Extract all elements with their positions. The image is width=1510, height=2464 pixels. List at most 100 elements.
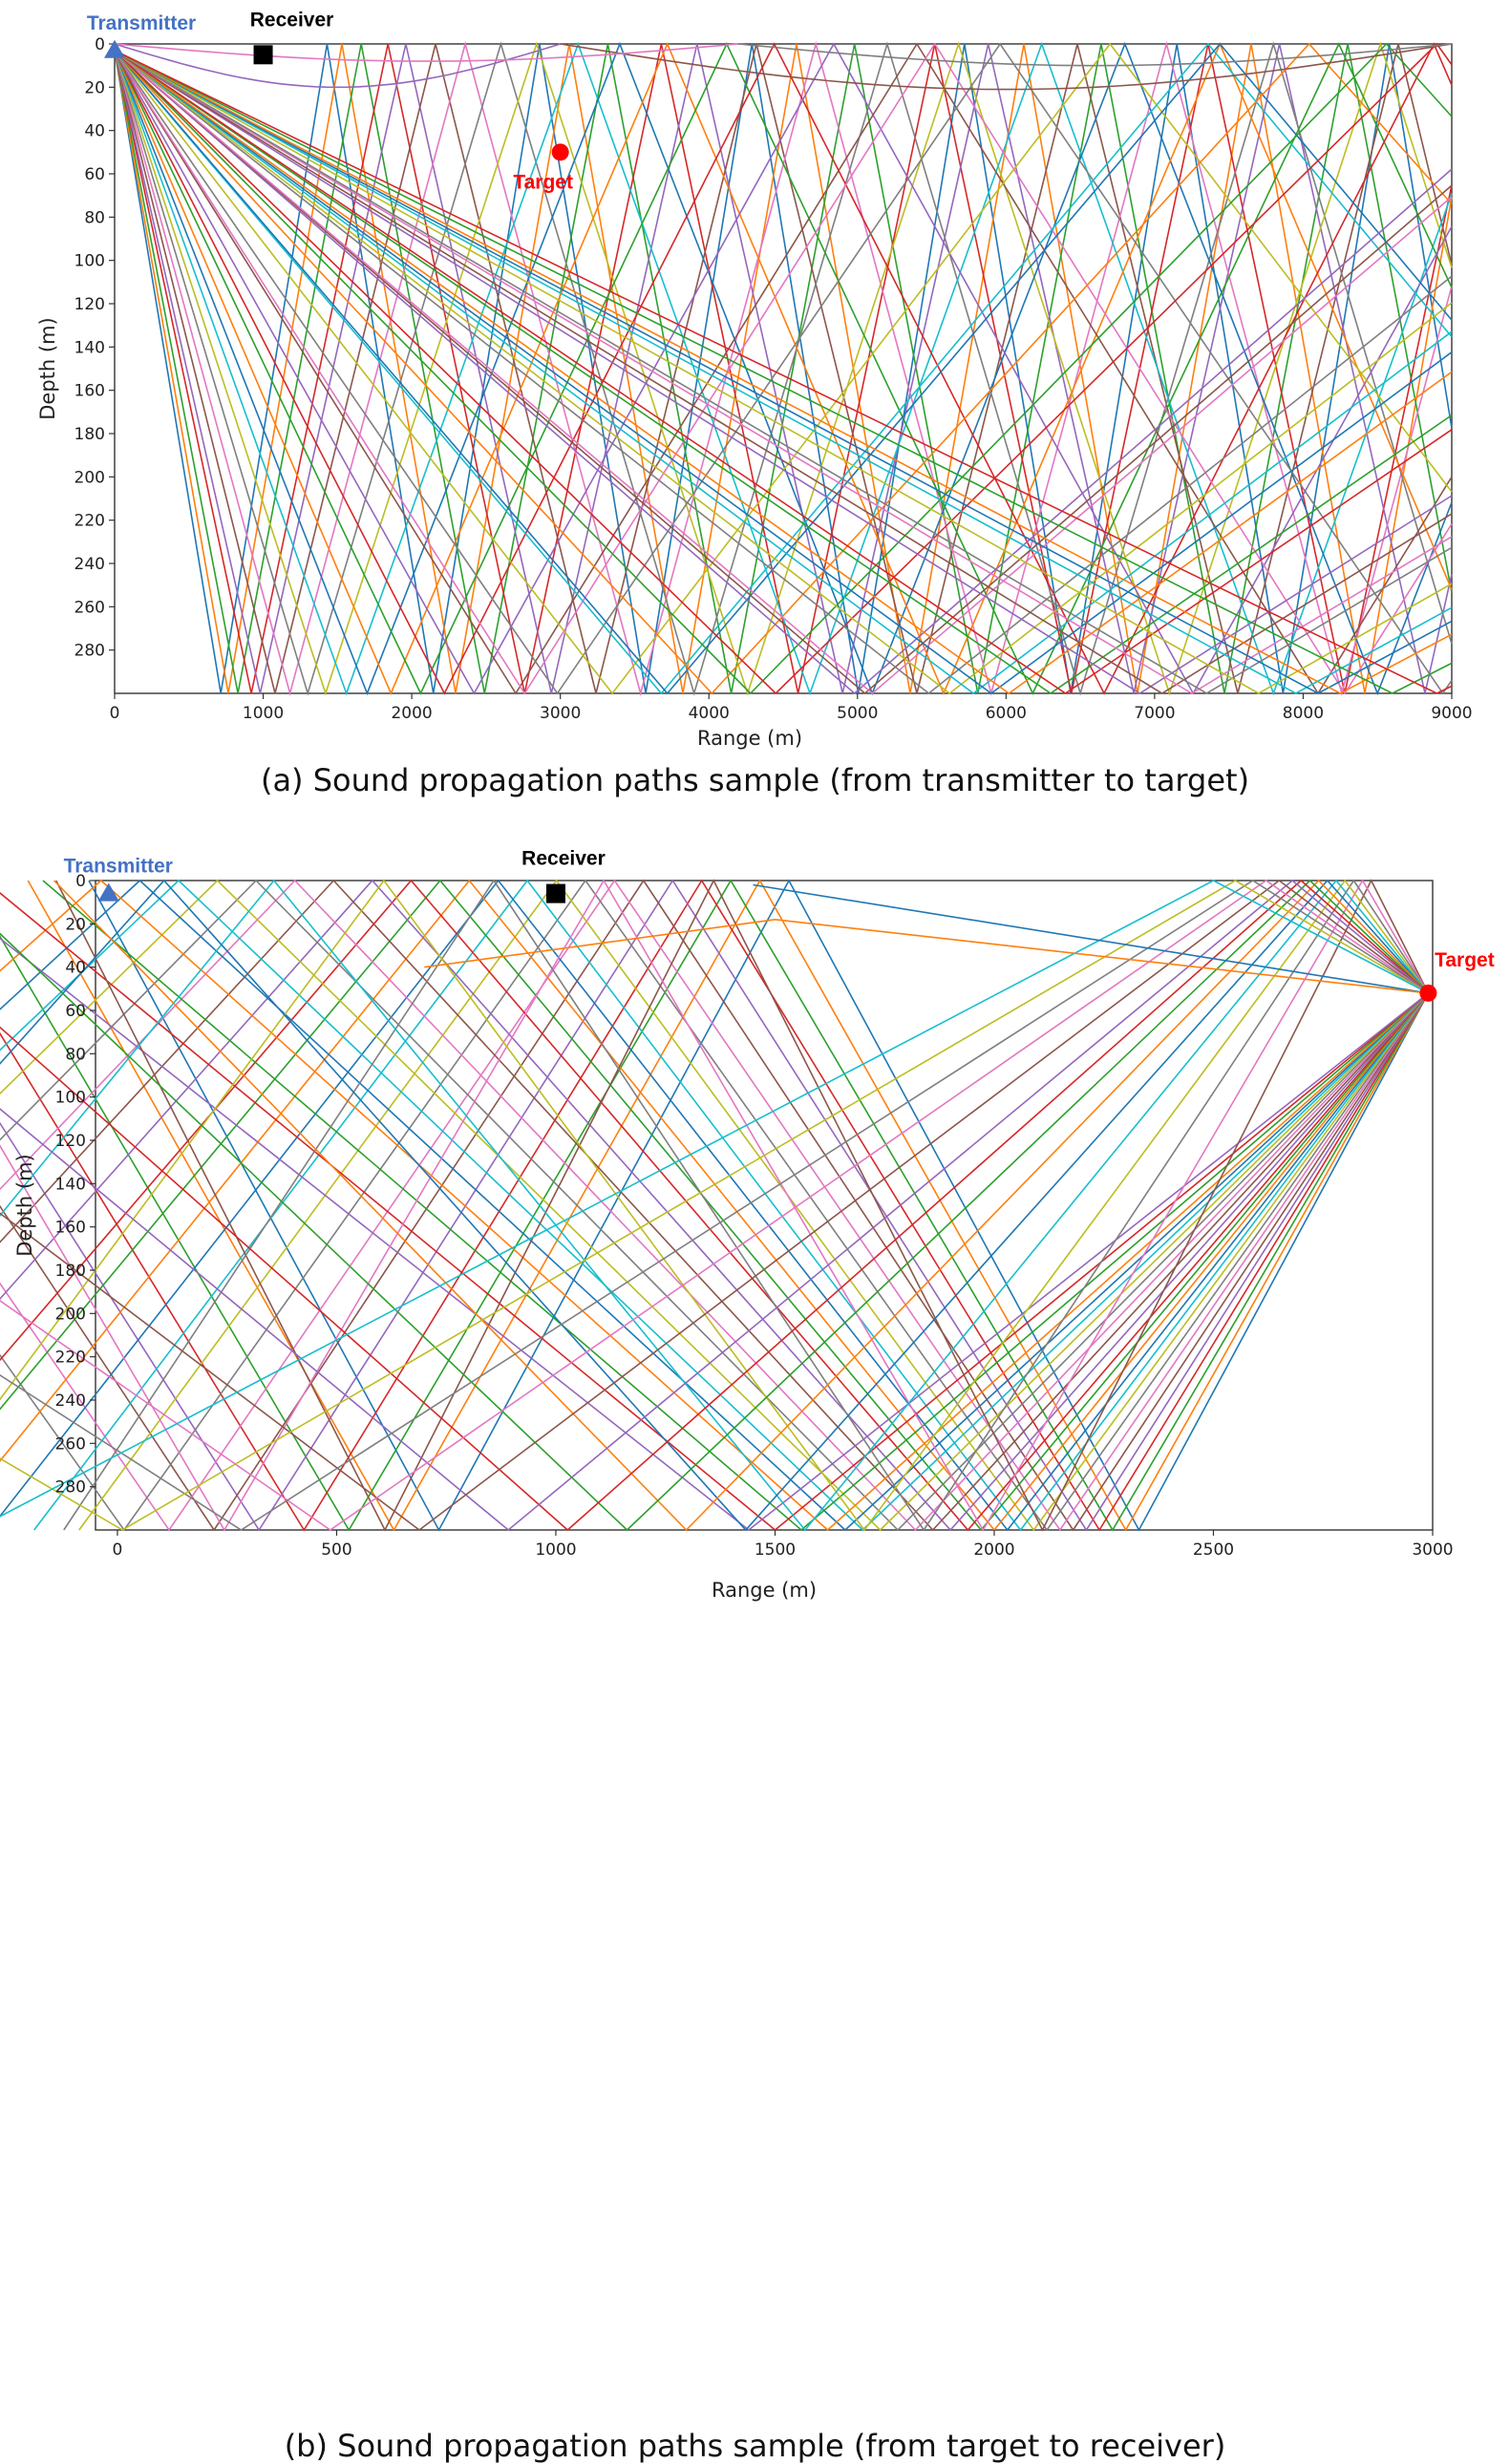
ray-path-a [114,50,1453,694]
y-tick-label: 80 [84,208,105,227]
y-tick-label: 240 [74,555,105,574]
ray-chart-b: 0 500 1000 1500 2000 2500 3000 0 20 40 60 80 100 120 1… [0,848,1495,1602]
x-tick-label: 0 [113,1540,123,1560]
y-tick-label: 140 [55,1175,86,1194]
x-tick-label: 2500 [1193,1540,1234,1560]
ray-path-b [0,879,1429,1532]
ray-path-b [0,879,1429,1532]
ray-path-a [114,41,1453,696]
ray-path-b [753,883,1429,994]
ray-path-a [114,50,1453,695]
ray-path-a [114,50,1453,694]
ray-path-b [0,879,1429,1532]
ray-chart-a: 0 1000 2000 3000 4000 5000 6000 7000 8000 9000 0 20… [36,9,1473,750]
panel-b: 0 500 1000 1500 2000 2500 3000 0 20 40 60 80 100 120 1… [0,823,1510,2464]
ray-path-a [114,50,1453,694]
ticks-a: 0 1000 2000 3000 4000 5000 6000 7000 8000 9000 0 20… [74,35,1473,723]
target-label: Target [513,171,573,193]
y-tick-label: 260 [74,598,105,617]
y-tick-label: 60 [84,165,105,184]
y-tick-label: 260 [55,1434,86,1454]
ray-path-a [114,50,1453,695]
x-tick-label: 1500 [755,1540,796,1560]
ray-path-a [114,50,1453,694]
ray-path-b [0,879,1429,1532]
ray-path-b [0,880,1429,1518]
y-tick-label: 100 [74,252,105,271]
ray-path-a [114,50,1453,695]
ray-path-a [114,43,739,62]
ray-path-a [114,41,1453,696]
ray-path-a [114,42,1453,695]
ray-path-b [0,879,1430,1532]
ray-path-a [114,42,1453,695]
ray-path-a [114,42,1453,695]
ray-path-b [0,879,1430,1532]
x-tick-label: 7000 [1134,704,1175,723]
ray-path-a [114,50,1453,694]
target-label: Target [1435,949,1495,971]
ray-path-b [0,879,1430,1532]
target-marker [551,143,569,161]
markers-b: Transmitter Receiver Target [64,848,1495,1002]
y-tick-label: 100 [55,1089,86,1108]
caption-b: (b) Sound propagation paths sample (from… [284,2428,1226,2464]
x-tick-label: 4000 [689,704,730,723]
x-tick-label: 3000 [540,704,581,723]
ray-path-a [114,50,1453,694]
ray-path-a [114,43,1453,694]
y-tick-label: 20 [84,78,105,97]
transmitter-label: Transmitter [64,856,173,878]
ray-path-a [114,42,1453,695]
y-tick-label: 180 [74,425,105,444]
ray-path-a [114,50,1453,694]
ray-path-a [114,43,1453,694]
ray-path-a [114,50,1453,694]
ray-path-b [54,879,1430,1532]
ray-path-a [114,42,1453,695]
ray-path-a [114,50,1453,694]
ray-path-b [0,879,1430,1532]
y-tick-label: 120 [55,1132,86,1151]
y-tick-label: 20 [65,915,86,934]
ray-path-a [114,42,1453,695]
ray-path-b [0,880,1429,1531]
ray-path-b [0,879,1430,1532]
y-tick-label: 240 [55,1391,86,1411]
ray-path-a [738,43,1453,67]
ray-path-a [114,42,1453,695]
ray-path-a [114,42,1453,695]
y-tick-label: 220 [55,1349,86,1368]
ray-path-b [0,879,1429,1532]
ray-path-a [114,43,1453,694]
receiver-label: Receiver [250,9,334,31]
ray-path-a [114,41,1453,696]
x-tick-label: 9000 [1431,704,1472,723]
x-tick-label: 0 [110,704,120,723]
ray-path-b [0,879,1430,1532]
ray-path-b [0,879,1429,1532]
ray-path-a [114,43,561,89]
receiver-marker [253,45,273,65]
ray-path-b [0,879,1430,1532]
ray-path-a [114,41,1453,696]
x-tick-label: 1000 [243,704,284,723]
ticks-b: 0 500 1000 1500 2000 2500 3000 0 20 40 60 80 100 120 1… [55,872,1454,1560]
ray-path-a [114,50,1453,695]
y-tick-label: 0 [75,872,86,891]
x-tick-label: 2000 [973,1540,1014,1560]
y-tick-label: 200 [55,1305,86,1324]
markers-a: Transmitter Receiver Target [87,9,573,193]
ray-path-b [0,879,1430,1532]
transmitter-label: Transmitter [87,12,196,34]
ray-path-a [114,42,1453,695]
target-marker [1419,984,1437,1002]
panel-a: 0 1000 2000 3000 4000 5000 6000 7000 8000 9000 0 20… [0,0,1510,798]
x-tick-label: 500 [321,1540,351,1560]
ray-path-b [0,879,1430,1532]
y-tick-label: 220 [74,512,105,531]
ray-path-a [114,50,1453,694]
ray-path-b [0,879,1429,1532]
caption-a: (a) Sound propagation paths sample (from… [260,762,1250,798]
ray-path-a [114,50,1453,694]
